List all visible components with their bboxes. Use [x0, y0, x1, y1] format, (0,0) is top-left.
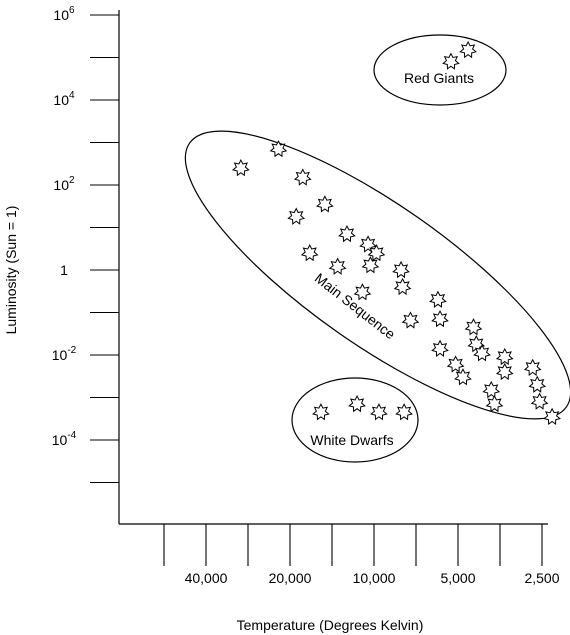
main-sequence-star: [473, 344, 491, 362]
main-sequence-star: [392, 260, 410, 279]
main-sequence-star: [495, 362, 514, 381]
x-axis-title: Temperature (Degrees Kelvin): [237, 617, 424, 633]
main-sequence-star: [429, 290, 447, 308]
main-sequence-star: [431, 309, 449, 328]
main-sequence-star: [328, 257, 347, 275]
white-dwarfs-star: [312, 403, 330, 421]
main-sequence-label: Main Sequence: [312, 270, 399, 343]
red-giants-star: [459, 40, 477, 59]
y-tick-label: 10-4: [52, 430, 77, 448]
main-sequence-star: [482, 380, 501, 399]
y-tick-label: 104: [53, 90, 75, 108]
y-tick-label: 106: [53, 5, 75, 23]
main-sequence-star: [293, 168, 312, 186]
main-sequence-star: [269, 139, 288, 158]
x-tick-label: 10,000: [353, 570, 396, 586]
main-sequence-star: [523, 358, 542, 376]
x-tick-label: 5,000: [440, 570, 475, 586]
main-sequence-star: [393, 277, 412, 296]
red-giants-region: [373, 34, 507, 106]
y-tick-label: 10-2: [52, 345, 77, 363]
main-sequence-star: [361, 256, 380, 274]
x-tick-label: 40,000: [185, 570, 228, 586]
main-sequence-star: [367, 244, 386, 262]
main-sequence-region: [184, 130, 570, 420]
main-sequence-star: [316, 195, 334, 213]
star-markers: [232, 40, 561, 426]
main-sequence-star: [232, 159, 250, 177]
main-sequence-star: [528, 375, 547, 393]
white-dwarfs-star: [395, 403, 413, 421]
main-sequence-star: [300, 244, 319, 262]
main-sequence-star: [431, 339, 449, 357]
y-axis-tick-labels: 106 104 102 1 10-2 10-4: [52, 5, 77, 448]
white-dwarfs-star: [370, 403, 388, 421]
main-sequence-star: [464, 318, 483, 336]
main-sequence-star: [359, 235, 377, 253]
y-tick-label: 1: [60, 262, 68, 278]
x-tick-label: 2,500: [524, 570, 559, 586]
main-sequence-star: [530, 392, 549, 410]
y-axis-ticks: [90, 14, 119, 484]
main-sequence-star: [485, 394, 504, 413]
y-tick-label: 102: [53, 175, 75, 193]
main-sequence-star: [401, 311, 420, 329]
white-dwarfs-star: [348, 394, 366, 413]
main-sequence-star: [287, 207, 306, 225]
x-tick-label: 20,000: [269, 570, 312, 586]
main-sequence-star: [353, 283, 372, 301]
x-axis-tick-labels: 40,000 20,000 10,000 5,000 2,500: [185, 570, 560, 586]
main-sequence-star: [446, 355, 465, 373]
main-sequence-star: [338, 224, 356, 243]
white-dwarfs-region: [291, 377, 419, 463]
red-giants-label: Red Giants: [404, 70, 474, 86]
main-sequence-star: [454, 368, 472, 386]
x-axis-ticks: [163, 524, 543, 566]
main-sequence-star: [495, 347, 514, 366]
main-sequence-star: [543, 407, 561, 426]
red-giants-star: [442, 52, 460, 70]
y-axis-title: Luminosity (Sun = 1): [3, 206, 19, 335]
white-dwarfs-label: White Dwarfs: [310, 432, 393, 448]
